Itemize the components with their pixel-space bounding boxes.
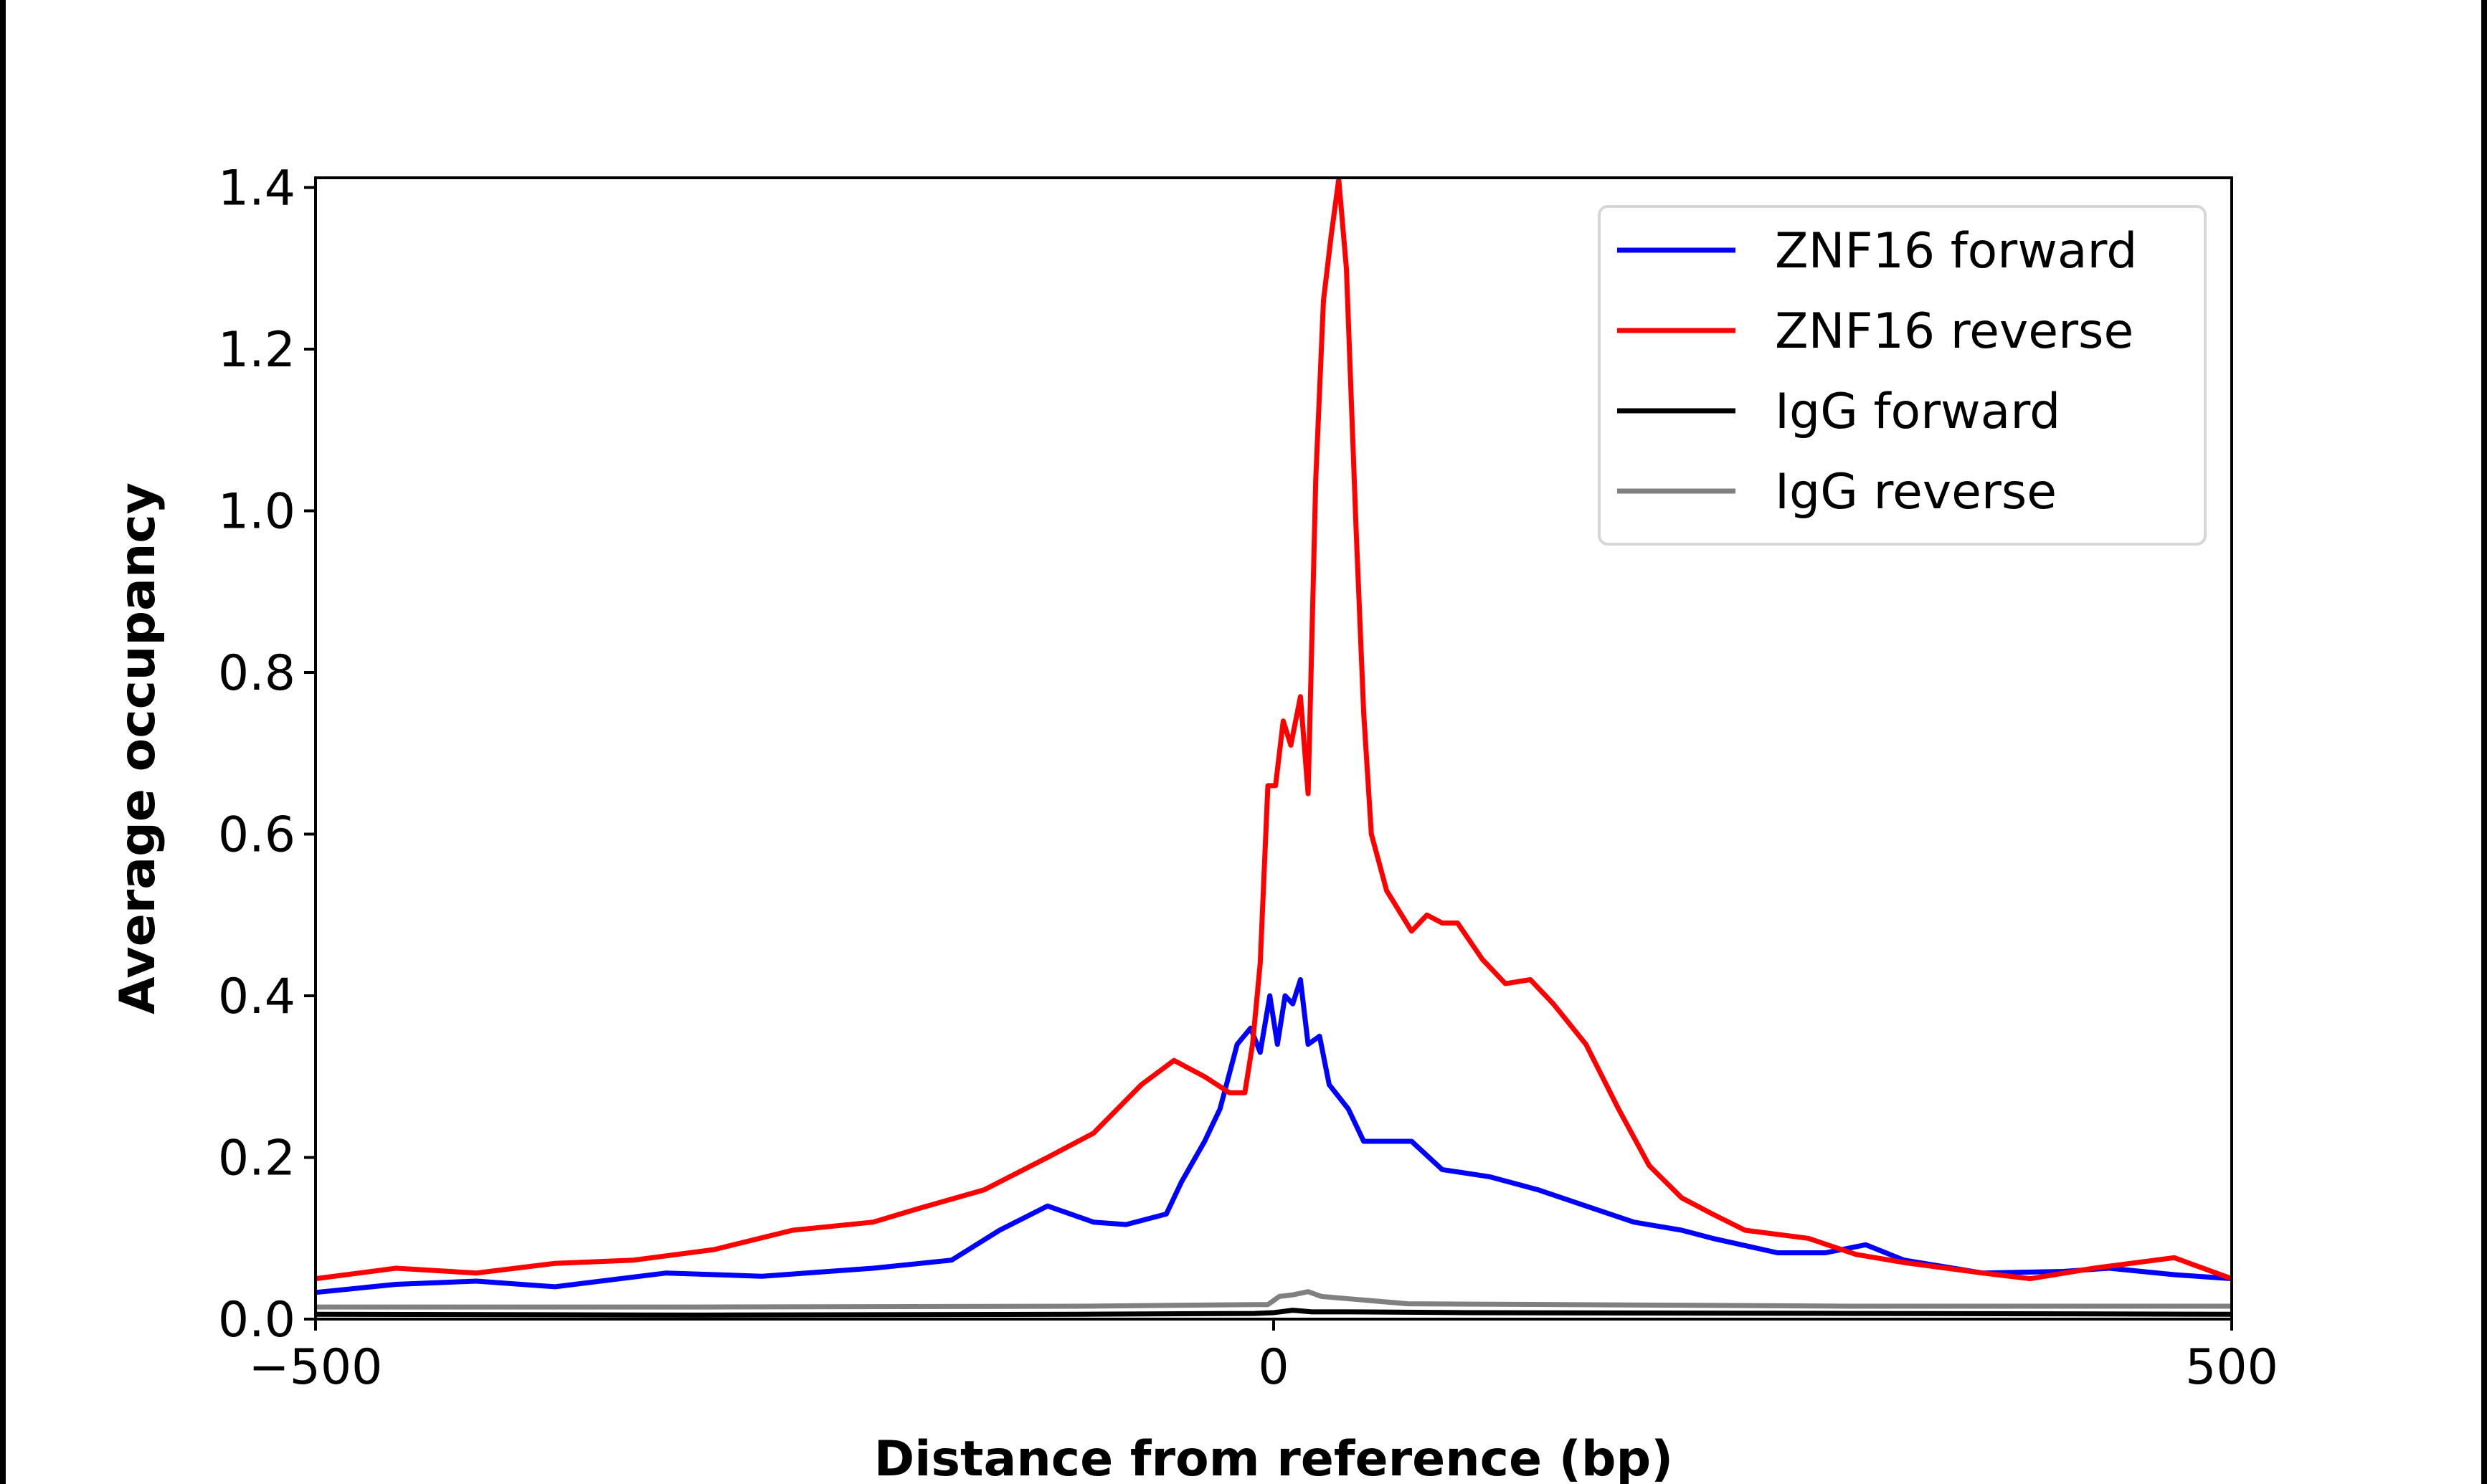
series-line-igg-reverse	[316, 1289, 2232, 1310]
legend: ZNF16 forward ZNF16 reverse IgG forward IgG…	[1598, 205, 2207, 546]
series-line-znf16-reverse	[315, 176, 2233, 1282]
series-line-znf16-forward	[315, 977, 2232, 1295]
y-tick-label: 0.8	[218, 645, 295, 702]
y-tick-label: 1.2	[218, 322, 295, 379]
y-axis-label: Average occupancy	[110, 482, 166, 1014]
x-tick-label: 0	[1258, 1339, 1289, 1396]
series-lines	[315, 176, 2233, 1318]
y-tick-label: 0.4	[218, 969, 295, 1025]
y-tick-label: 1.0	[218, 484, 295, 541]
legend-box	[1598, 205, 2207, 546]
legend-entry: ZNF16 forward	[1617, 223, 2137, 280]
y-tick-label: 0.2	[218, 1131, 295, 1187]
x-tick-label: −500	[249, 1339, 383, 1396]
y-tick-label: 1.4	[218, 161, 295, 217]
legend-entry: IgG reverse	[1617, 464, 2057, 520]
x-axis: −500 0 500	[249, 1319, 2278, 1396]
legend-label: IgG forward	[1775, 384, 2060, 440]
x-axis-label: Distance from reference (bp)	[874, 1431, 1674, 1484]
left-border	[0, 0, 6, 1484]
x-tick-label: 500	[2185, 1339, 2278, 1396]
y-tick-label: 0.0	[218, 1292, 295, 1349]
right-border	[2481, 0, 2487, 1484]
legend-label: ZNF16 reverse	[1775, 303, 2133, 360]
legend-label: IgG reverse	[1775, 464, 2057, 520]
y-axis: 0.0 0.2 0.4 0.6 0.8 1.0 1.2 1.4	[218, 161, 316, 1349]
series-line-igg-forward	[315, 1308, 2232, 1318]
legend-entry: ZNF16 reverse	[1617, 303, 2133, 360]
legend-entry: IgG forward	[1617, 384, 2060, 440]
legend-label: ZNF16 forward	[1775, 223, 2137, 280]
y-tick-label: 0.6	[218, 807, 295, 864]
